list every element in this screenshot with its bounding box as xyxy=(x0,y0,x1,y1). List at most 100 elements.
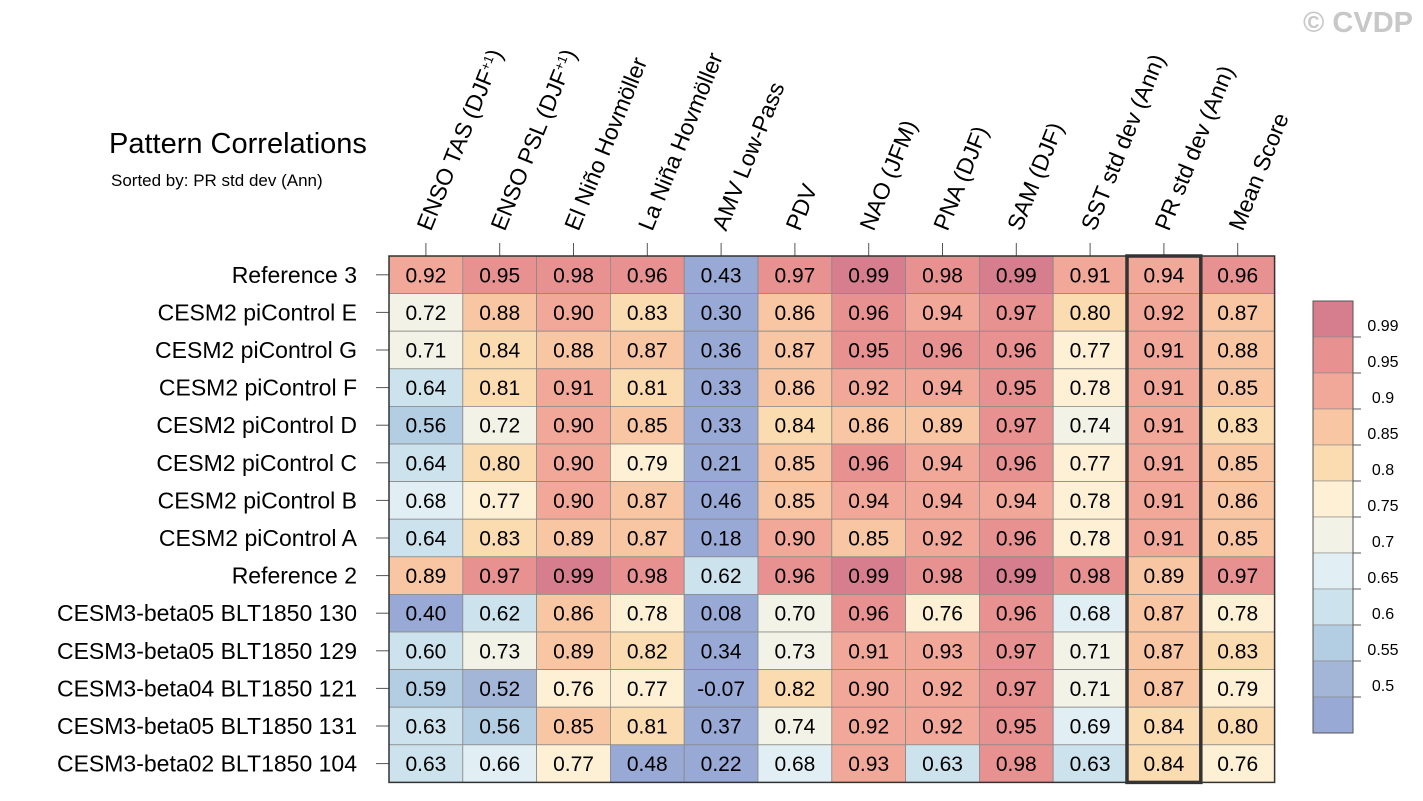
cell-value: 0.86 xyxy=(774,302,815,325)
cell-value: 0.80 xyxy=(1070,302,1111,325)
cell-value: 0.84 xyxy=(1143,753,1184,776)
cell-value: 0.73 xyxy=(479,640,520,663)
heatmap-cell xyxy=(1200,631,1276,670)
cell-value: 0.81 xyxy=(627,716,668,739)
heatmap-cell xyxy=(905,255,980,294)
cell-value: 0.70 xyxy=(774,603,815,626)
heatmap-cell xyxy=(1052,594,1128,633)
cell-value: 0.81 xyxy=(479,377,520,400)
cell-value: 0.89 xyxy=(405,565,446,588)
cell-value: 0.76 xyxy=(1217,753,1258,776)
heatmap-cell xyxy=(1126,706,1202,746)
cell-value: 0.33 xyxy=(701,377,742,400)
colorbar-label: 0.8 xyxy=(1372,462,1394,479)
cell-value: 0.96 xyxy=(922,340,963,363)
heatmap-cell xyxy=(905,744,980,783)
cell-value: 0.83 xyxy=(1217,640,1258,663)
row-label: CESM2 piControl C xyxy=(156,450,357,476)
heatmap-cell xyxy=(536,744,611,783)
cell-value: 0.82 xyxy=(774,678,815,701)
colorbar-label: 0.99 xyxy=(1367,318,1398,335)
cell-value: 0.94 xyxy=(922,452,963,475)
cell-value: 0.81 xyxy=(627,377,668,400)
heatmap-cell xyxy=(905,669,980,708)
column-label: PR std dev (Ann) xyxy=(1149,62,1239,234)
heatmap-cell xyxy=(905,443,980,482)
cell-value: 0.98 xyxy=(627,565,668,588)
cell-value: 0.96 xyxy=(996,452,1037,475)
cell-value: 0.48 xyxy=(627,753,668,776)
colorbar-legend: 0.99 0.95 0.9 0.85 0.8 0.75 0.7 0.65 0.6 0.55 0.5 xyxy=(1312,300,1399,734)
colorbar-swatch xyxy=(1312,588,1354,626)
cell-value: 0.92 xyxy=(1143,302,1184,325)
cell-value: 0.85 xyxy=(1217,528,1258,551)
heatmap-cell xyxy=(1200,368,1276,407)
cell-value: 0.90 xyxy=(848,678,889,701)
cell-value: 0.98 xyxy=(922,264,963,287)
heatmap-cell xyxy=(905,330,980,370)
cell-value: 0.89 xyxy=(922,415,963,438)
cell-value: 0.79 xyxy=(627,452,668,475)
heatmap-cell xyxy=(1052,443,1128,482)
heatmap-cell xyxy=(683,293,759,332)
colorbar-swatch xyxy=(1312,300,1354,338)
cell-value: 0.90 xyxy=(553,302,594,325)
cell-value: 0.77 xyxy=(1070,452,1111,475)
cell-value: 0.91 xyxy=(1143,340,1184,363)
heatmap-cell xyxy=(905,293,980,332)
cell-value: 0.85 xyxy=(1217,452,1258,475)
heatmap-cell xyxy=(1126,518,1202,558)
heatmap-cell xyxy=(1126,744,1202,783)
heatmap-cell xyxy=(536,255,611,294)
cell-value: 0.92 xyxy=(405,264,446,287)
cell-value: 0.85 xyxy=(774,452,815,475)
cell-value: 0.95 xyxy=(848,340,889,363)
heatmap-cell xyxy=(831,443,906,482)
cell-value: 0.87 xyxy=(627,340,668,363)
cell-value: 0.94 xyxy=(996,490,1037,513)
heatmap-cell xyxy=(905,518,980,558)
colorbar-swatch xyxy=(1312,480,1354,518)
cell-value: 0.82 xyxy=(627,640,668,663)
colorbar-label: 0.65 xyxy=(1367,570,1398,587)
cell-value: 0.84 xyxy=(1143,716,1184,739)
cell-value: 0.90 xyxy=(553,452,594,475)
colorbar-swatch xyxy=(1312,444,1354,482)
cell-value: 0.77 xyxy=(1070,340,1111,363)
row-label: CESM2 piControl B xyxy=(158,487,357,513)
highlighted-column-box xyxy=(1125,254,1203,785)
cell-value: 0.76 xyxy=(922,603,963,626)
cell-value: 0.84 xyxy=(774,415,815,438)
heatmap-cell xyxy=(757,556,833,595)
cell-value: 0.86 xyxy=(553,603,594,626)
cell-value: 0.94 xyxy=(922,302,963,325)
cell-value: 0.98 xyxy=(553,264,594,287)
cell-value: 0.63 xyxy=(405,753,446,776)
cell-value: 0.37 xyxy=(701,716,742,739)
heatmap-cell xyxy=(462,255,537,294)
cell-value: 0.96 xyxy=(774,565,815,588)
cell-value: 0.87 xyxy=(1217,302,1258,325)
cell-value: 0.96 xyxy=(996,528,1037,551)
heatmap-cell xyxy=(1052,293,1128,332)
cell-value: 0.91 xyxy=(1143,528,1184,551)
row-label: Reference 2 xyxy=(232,563,357,589)
heatmap-cell xyxy=(979,669,1054,708)
heatmap-cell xyxy=(388,481,464,520)
heatmap-cell xyxy=(1052,706,1128,746)
column-label: El Niño Hovmöller xyxy=(559,53,652,234)
cell-value: 0.91 xyxy=(1143,415,1184,438)
cell-value: 0.66 xyxy=(479,753,520,776)
cell-value: 0.95 xyxy=(996,377,1037,400)
row-labels: Reference 3 CESM2 piControl E CESM2 piCont… xyxy=(57,262,389,777)
cell-value: -0.07 xyxy=(697,678,745,701)
cell-value: 0.86 xyxy=(774,377,815,400)
column-label: Mean Score xyxy=(1223,109,1294,234)
heatmap-cell xyxy=(610,368,685,407)
cell-value: 0.91 xyxy=(1143,490,1184,513)
watermark: © CVDP xyxy=(1303,7,1413,39)
heatmap-cell xyxy=(1126,481,1202,520)
cell-value: 0.69 xyxy=(1070,716,1111,739)
cell-value: 0.77 xyxy=(479,490,520,513)
